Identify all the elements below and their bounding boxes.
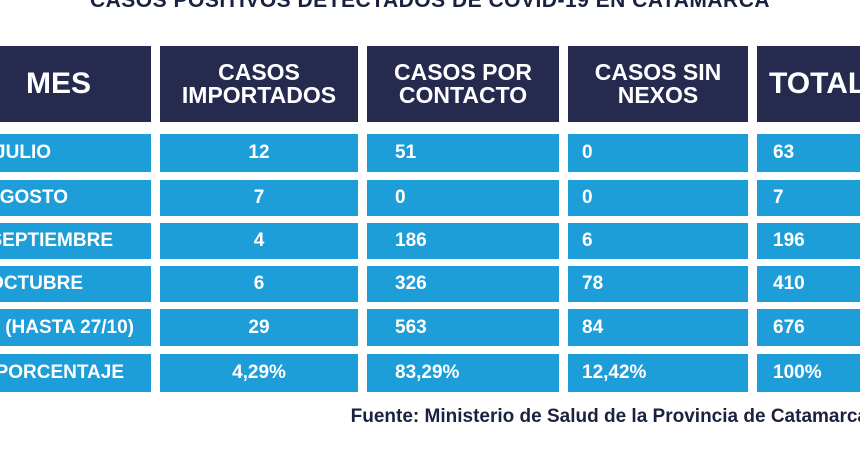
column-header-line: NEXOS xyxy=(617,82,699,108)
table-cell-total: 196 xyxy=(757,223,860,259)
table-cell-importados: 6 xyxy=(160,266,358,302)
table-cell-importados: 7 xyxy=(160,180,358,216)
table-cell-contacto: 0 xyxy=(367,180,559,216)
column-header-importados: CASOS IMPORTADOS xyxy=(160,46,358,122)
column-header-total: TOTAL xyxy=(757,46,860,122)
column-header-line: TOTAL xyxy=(769,67,860,100)
table-cell-total: 7 xyxy=(757,180,860,216)
column-header-line: MES xyxy=(26,67,92,100)
table-cell-sin-nexos: 0 xyxy=(568,180,748,216)
row-label: OCTUBRE xyxy=(0,266,151,302)
table-cell-contacto: 326 xyxy=(367,266,559,302)
table-cell-importados: 29 xyxy=(160,309,358,346)
column-header-line: IMPORTADOS xyxy=(181,82,337,108)
column-header-line: CASOS xyxy=(218,59,300,85)
source-note: Fuente: Ministerio de Salud de la Provin… xyxy=(350,406,860,427)
table-cell-importados: 12 xyxy=(160,134,358,172)
table-cell-importados: 4,29% xyxy=(160,354,358,392)
column-header-line: CASOS POR xyxy=(393,59,533,85)
table-cell-sin-nexos: 0 xyxy=(568,134,748,172)
table-cell-importados: 4 xyxy=(160,223,358,259)
row-label: AGOSTO xyxy=(0,180,151,216)
table-cell-contacto: 186 xyxy=(367,223,559,259)
column-header-line: CONTACTO xyxy=(398,82,528,108)
table-cell-total: 410 xyxy=(757,266,860,302)
row-label: JULIO xyxy=(0,134,151,172)
row-label: (HASTA 27/10) xyxy=(0,309,151,346)
table-cell-sin-nexos: 6 xyxy=(568,223,748,259)
table-cell-sin-nexos: 84 xyxy=(568,309,748,346)
column-header-line: CASOS SIN xyxy=(594,59,722,85)
column-header-sin-nexos: CASOS SIN NEXOS xyxy=(568,46,748,122)
row-label: PORCENTAJE xyxy=(0,354,151,392)
table-cell-total: 100% xyxy=(757,354,860,392)
column-header-contacto: CASOS POR CONTACTO xyxy=(367,46,559,122)
row-label: SEPTIEMBRE xyxy=(0,223,151,259)
table-cell-contacto: 51 xyxy=(367,134,559,172)
table-cell-contacto: 563 xyxy=(367,309,559,346)
table-title: CASOS POSITIVOS DETECTADOS DE COVID-19 E… xyxy=(89,0,771,12)
column-header-mes: MES xyxy=(0,46,151,122)
table-cell-total: 63 xyxy=(757,134,860,172)
table-cell-total: 676 xyxy=(757,309,860,346)
table-cell-sin-nexos: 78 xyxy=(568,266,748,302)
table-cell-sin-nexos: 12,42% xyxy=(568,354,748,392)
table-cell-contacto: 83,29% xyxy=(367,354,559,392)
